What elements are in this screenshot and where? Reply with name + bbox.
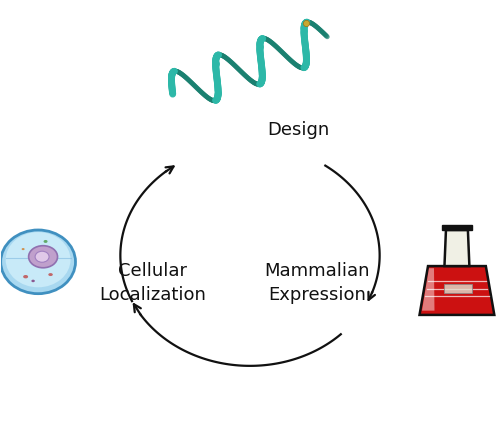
Ellipse shape [23, 275, 28, 278]
Polygon shape [444, 230, 469, 266]
Ellipse shape [35, 251, 49, 262]
Polygon shape [442, 225, 472, 230]
Ellipse shape [48, 273, 53, 276]
Text: Design: Design [268, 121, 330, 139]
Polygon shape [422, 268, 434, 311]
Ellipse shape [28, 246, 58, 268]
Ellipse shape [32, 279, 35, 282]
Text: Mammalian
Expression: Mammalian Expression [264, 262, 370, 304]
Ellipse shape [22, 248, 25, 250]
Circle shape [0, 230, 76, 294]
Polygon shape [444, 284, 472, 293]
Text: Cellular
Localization: Cellular Localization [100, 262, 206, 304]
Ellipse shape [44, 240, 48, 243]
Circle shape [6, 232, 70, 287]
Polygon shape [420, 266, 494, 315]
